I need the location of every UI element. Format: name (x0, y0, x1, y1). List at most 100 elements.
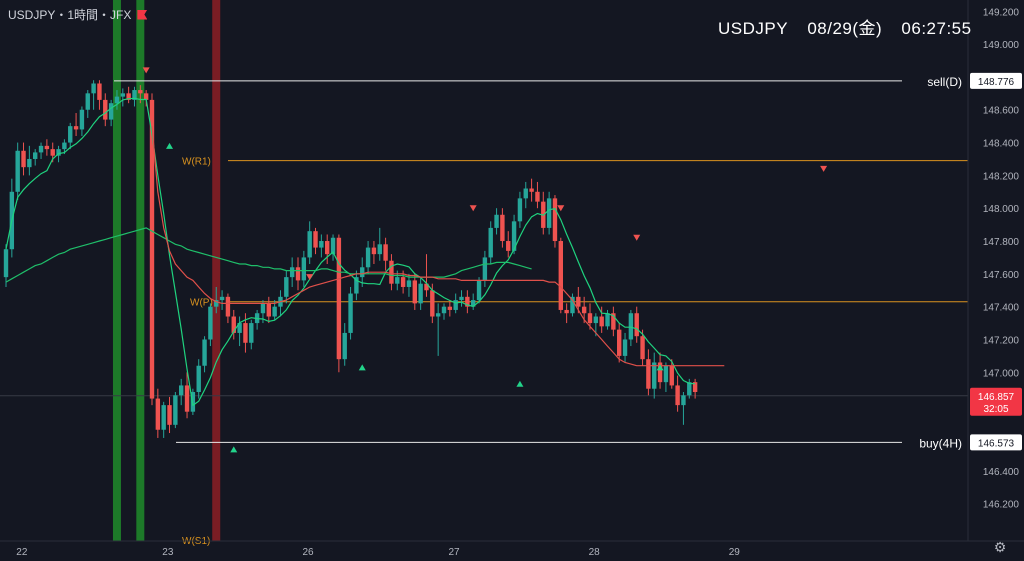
candle-body (184, 385, 190, 412)
sell-marker-icon (469, 205, 477, 212)
signal-band-green (136, 0, 145, 541)
candle-body (68, 126, 73, 143)
candle-body (44, 145, 50, 150)
clock-time: 06:27:55 (901, 19, 972, 38)
candle-body (354, 277, 359, 294)
sell-marker-icon (142, 67, 150, 74)
price-tick-label: 147.600 (983, 270, 1020, 281)
candle-body (418, 283, 423, 304)
candle-body (646, 359, 651, 389)
symbol-header: USDJPY・1時間・JFX (8, 6, 148, 23)
candle-body (564, 309, 569, 314)
candle-body (260, 303, 266, 314)
sell-marker-icon (306, 274, 314, 281)
time-tick-label: 28 (589, 547, 601, 558)
level-price-tag-text: 148.776 (978, 77, 1015, 88)
candle-body (529, 188, 534, 192)
moving-average-red (151, 126, 725, 367)
level-price-tag-text: 146.573 (978, 438, 1015, 449)
price-tick-label: 147.200 (983, 335, 1020, 346)
clock-date: 08/29(金) (807, 19, 883, 38)
candle-body (435, 313, 441, 317)
candle-body (3, 249, 9, 278)
candle-body (523, 188, 528, 199)
candle-body (552, 198, 558, 242)
candle-body (132, 90, 137, 100)
last-price-value: 146.857 (978, 392, 1015, 403)
candle-body (628, 313, 634, 340)
candle-body (196, 365, 201, 392)
candle-body (593, 316, 599, 324)
candle-body (266, 303, 271, 317)
buy-marker-icon (166, 142, 174, 149)
candle-body (634, 313, 639, 337)
candle-body (587, 313, 593, 324)
candle-body (681, 395, 686, 406)
price-tick-label: 149.000 (983, 40, 1020, 51)
candle-body (161, 405, 166, 430)
buy-marker-icon (230, 446, 238, 453)
candle-body (669, 365, 674, 386)
candle-body (319, 241, 324, 248)
buy-marker-icon (516, 380, 524, 387)
candle-body (494, 214, 499, 228)
signal-band-green (112, 0, 121, 541)
candle-body (692, 382, 698, 392)
price-tick-label: 148.000 (983, 204, 1020, 215)
candle-body (167, 405, 172, 425)
candle-body (675, 385, 680, 406)
time-tick-label: 29 (729, 547, 741, 558)
candle-body (663, 365, 669, 383)
moving-average-slow (5, 227, 532, 283)
candle-body (377, 244, 382, 255)
candle-body (441, 306, 447, 314)
candle-body (295, 267, 301, 281)
candle-body (447, 306, 453, 310)
candle-body (581, 306, 587, 314)
candle-body (62, 142, 67, 150)
candle-body (50, 149, 55, 156)
candle-body (155, 398, 161, 430)
candle-body (400, 277, 406, 287)
level-price-tag (970, 434, 1022, 451)
candle-body (365, 247, 371, 268)
price-tick-label: 147.000 (983, 368, 1020, 379)
candle-body (284, 277, 289, 297)
candle-body (103, 99, 108, 120)
candle-body (313, 231, 318, 248)
candle-body (325, 241, 330, 255)
time-tick-label: 22 (16, 547, 28, 558)
candle-body (371, 247, 377, 255)
level-price-tag (970, 72, 1022, 89)
candle-body (459, 296, 464, 301)
candle-body (289, 267, 295, 278)
candle-body (214, 300, 219, 307)
candle-body (208, 306, 213, 340)
price-tick-label: 148.600 (983, 106, 1020, 117)
candle-body (38, 145, 44, 153)
candle-body (383, 244, 388, 261)
candle-body (143, 93, 149, 100)
candle-body (237, 323, 242, 333)
candle-body (348, 293, 353, 333)
candle-body (640, 336, 645, 360)
candle-body (535, 191, 540, 202)
candle-body (173, 395, 178, 425)
gear-icon[interactable]: ⚙ (993, 539, 1007, 555)
candle-body (138, 90, 143, 94)
candle-body (126, 93, 131, 100)
candle-body (412, 280, 417, 304)
candle-body (231, 316, 236, 333)
candle-body (15, 150, 20, 192)
sell-marker-icon (820, 165, 828, 172)
candle-body (342, 332, 347, 360)
buy-marker-icon (358, 364, 366, 371)
candle-body (657, 362, 663, 383)
candle-body (605, 313, 610, 327)
candle-body (617, 329, 622, 356)
flag-icon[interactable] (137, 9, 148, 20)
candle-body (482, 257, 488, 281)
candle-body (622, 339, 628, 356)
last-price-tag (970, 387, 1022, 416)
